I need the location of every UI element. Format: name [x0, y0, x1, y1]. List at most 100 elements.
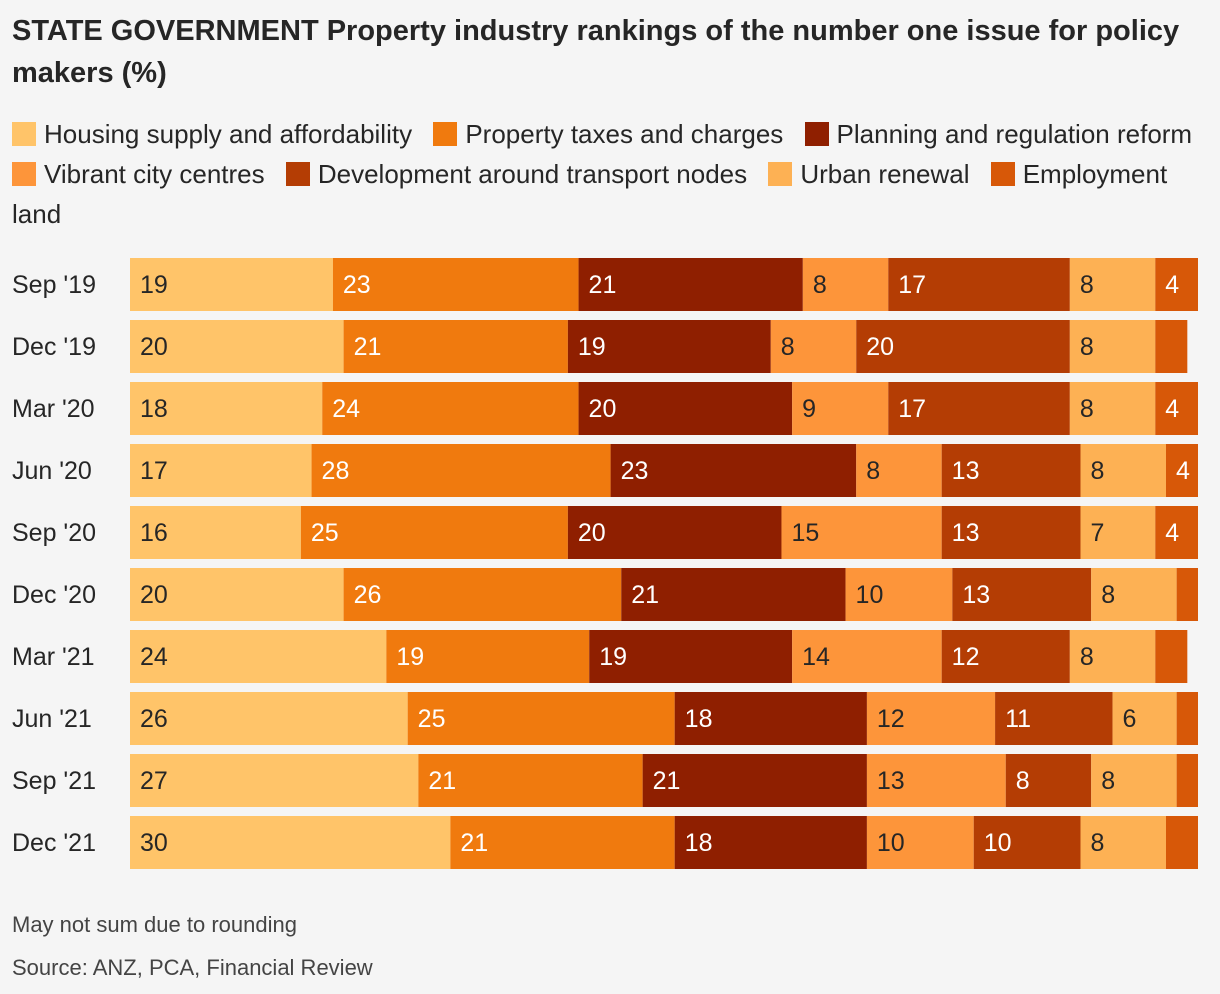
data-label: 15 [791, 519, 819, 547]
data-label: 8 [1016, 767, 1030, 795]
bar-segment [1155, 630, 1188, 683]
legend-label: Urban renewal [800, 159, 970, 189]
data-label: 19 [396, 643, 424, 671]
data-label: 20 [589, 395, 617, 423]
bar-segment [952, 568, 1092, 621]
data-label: 8 [866, 457, 880, 485]
category-label: Jun '20 [12, 457, 92, 485]
bar-segment [567, 320, 771, 373]
bar-segment [995, 692, 1113, 745]
legend-item: Urban renewal [768, 159, 969, 189]
bar-segment [1069, 382, 1156, 435]
legend: Housing supply and affordability Propert… [12, 114, 1212, 234]
data-label: 17 [898, 395, 926, 423]
data-label: 6 [1123, 705, 1137, 733]
data-label: 23 [343, 271, 371, 299]
bar-segment [343, 568, 622, 621]
legend-label: Housing supply and affordability [44, 119, 413, 149]
data-label: 19 [140, 271, 168, 299]
legend-swatch [768, 162, 793, 186]
data-label: 20 [140, 581, 168, 609]
bar-segment [973, 816, 1081, 869]
bar-segment [856, 320, 1070, 373]
legend-swatch [12, 162, 36, 186]
data-label: 4 [1165, 519, 1179, 547]
data-label: 13 [962, 581, 990, 609]
bar-segment [1155, 258, 1198, 311]
bar-segment [386, 630, 590, 683]
bar-segment [866, 692, 996, 745]
bar-segment [610, 444, 857, 497]
data-label: 8 [1080, 333, 1094, 361]
legend-item: Property taxes and charges [433, 119, 783, 149]
bar-segment [792, 630, 942, 683]
bar-segment [866, 754, 1006, 807]
bar-segment [130, 754, 419, 807]
bar-segment [1112, 692, 1177, 745]
data-label: 17 [898, 271, 926, 299]
bar-segment [130, 258, 333, 311]
bar-segment [567, 506, 782, 559]
data-label: 21 [653, 767, 681, 795]
data-label: 13 [952, 519, 980, 547]
source-note: Source: ANZ, PCA, Financial Review [12, 955, 373, 980]
category-label: Mar '20 [12, 395, 95, 423]
data-label: 24 [140, 643, 168, 671]
data-label: 10 [856, 581, 884, 609]
data-label: 12 [877, 705, 905, 733]
legend-label: Vibrant city centres [44, 159, 265, 189]
data-label: 17 [140, 457, 168, 485]
data-label: 26 [140, 705, 168, 733]
legend-item: Housing supply and affordability [12, 119, 412, 149]
data-label: 20 [578, 519, 606, 547]
bar-segment [1155, 382, 1198, 435]
data-label: 20 [140, 333, 168, 361]
bar-segment [888, 258, 1070, 311]
chart-title: STATE GOVERNMENT Property industry ranki… [12, 15, 1180, 89]
bar-segment [130, 320, 344, 373]
data-label: 8 [1091, 829, 1105, 857]
data-label: 20 [866, 333, 894, 361]
category-label: Sep '19 [12, 271, 96, 299]
bar-segment [1080, 816, 1166, 869]
legend-item: Planning and regulation reform [804, 119, 1192, 149]
legend-label: Development around transport nodes [317, 159, 748, 189]
data-label: 7 [1091, 519, 1105, 547]
data-label: 21 [631, 581, 659, 609]
data-label: 10 [984, 829, 1012, 857]
bar-segment [130, 692, 408, 745]
bar-segment [1091, 754, 1177, 807]
bar-segment [1080, 506, 1156, 559]
bar-segment [802, 258, 889, 311]
data-label: 30 [140, 829, 168, 857]
data-label: 12 [952, 643, 980, 671]
data-label: 8 [1080, 395, 1094, 423]
data-label: 11 [1005, 705, 1031, 733]
bar-segment [1165, 444, 1198, 497]
bar-segment [332, 258, 579, 311]
legend-item: Vibrant city centres [12, 159, 265, 189]
category-label: Dec '19 [12, 333, 96, 361]
legend-item: Employment land [12, 159, 1167, 229]
bar-segment [674, 816, 867, 869]
legend-swatch [285, 162, 310, 186]
footnote: May not sum due to rounding [12, 912, 297, 937]
bar-segment [1176, 692, 1198, 745]
data-label: 8 [1080, 271, 1094, 299]
legend-label: Employment land [12, 159, 1168, 229]
bar-segment [674, 692, 867, 745]
bar-segment [1005, 754, 1092, 807]
bar-segment [941, 444, 1081, 497]
bar-segment [589, 630, 793, 683]
bar-segment [792, 382, 889, 435]
category-label: Jun '21 [12, 705, 92, 733]
data-label: 8 [813, 271, 827, 299]
data-label: 8 [1091, 457, 1105, 485]
bar-segment [311, 444, 611, 497]
legend-label: Property taxes and charges [465, 119, 784, 149]
bar-segment [130, 816, 451, 869]
data-label: 10 [877, 829, 905, 857]
data-label: 18 [685, 829, 713, 857]
bar-segment [130, 444, 312, 497]
category-label: Sep '21 [12, 767, 96, 795]
